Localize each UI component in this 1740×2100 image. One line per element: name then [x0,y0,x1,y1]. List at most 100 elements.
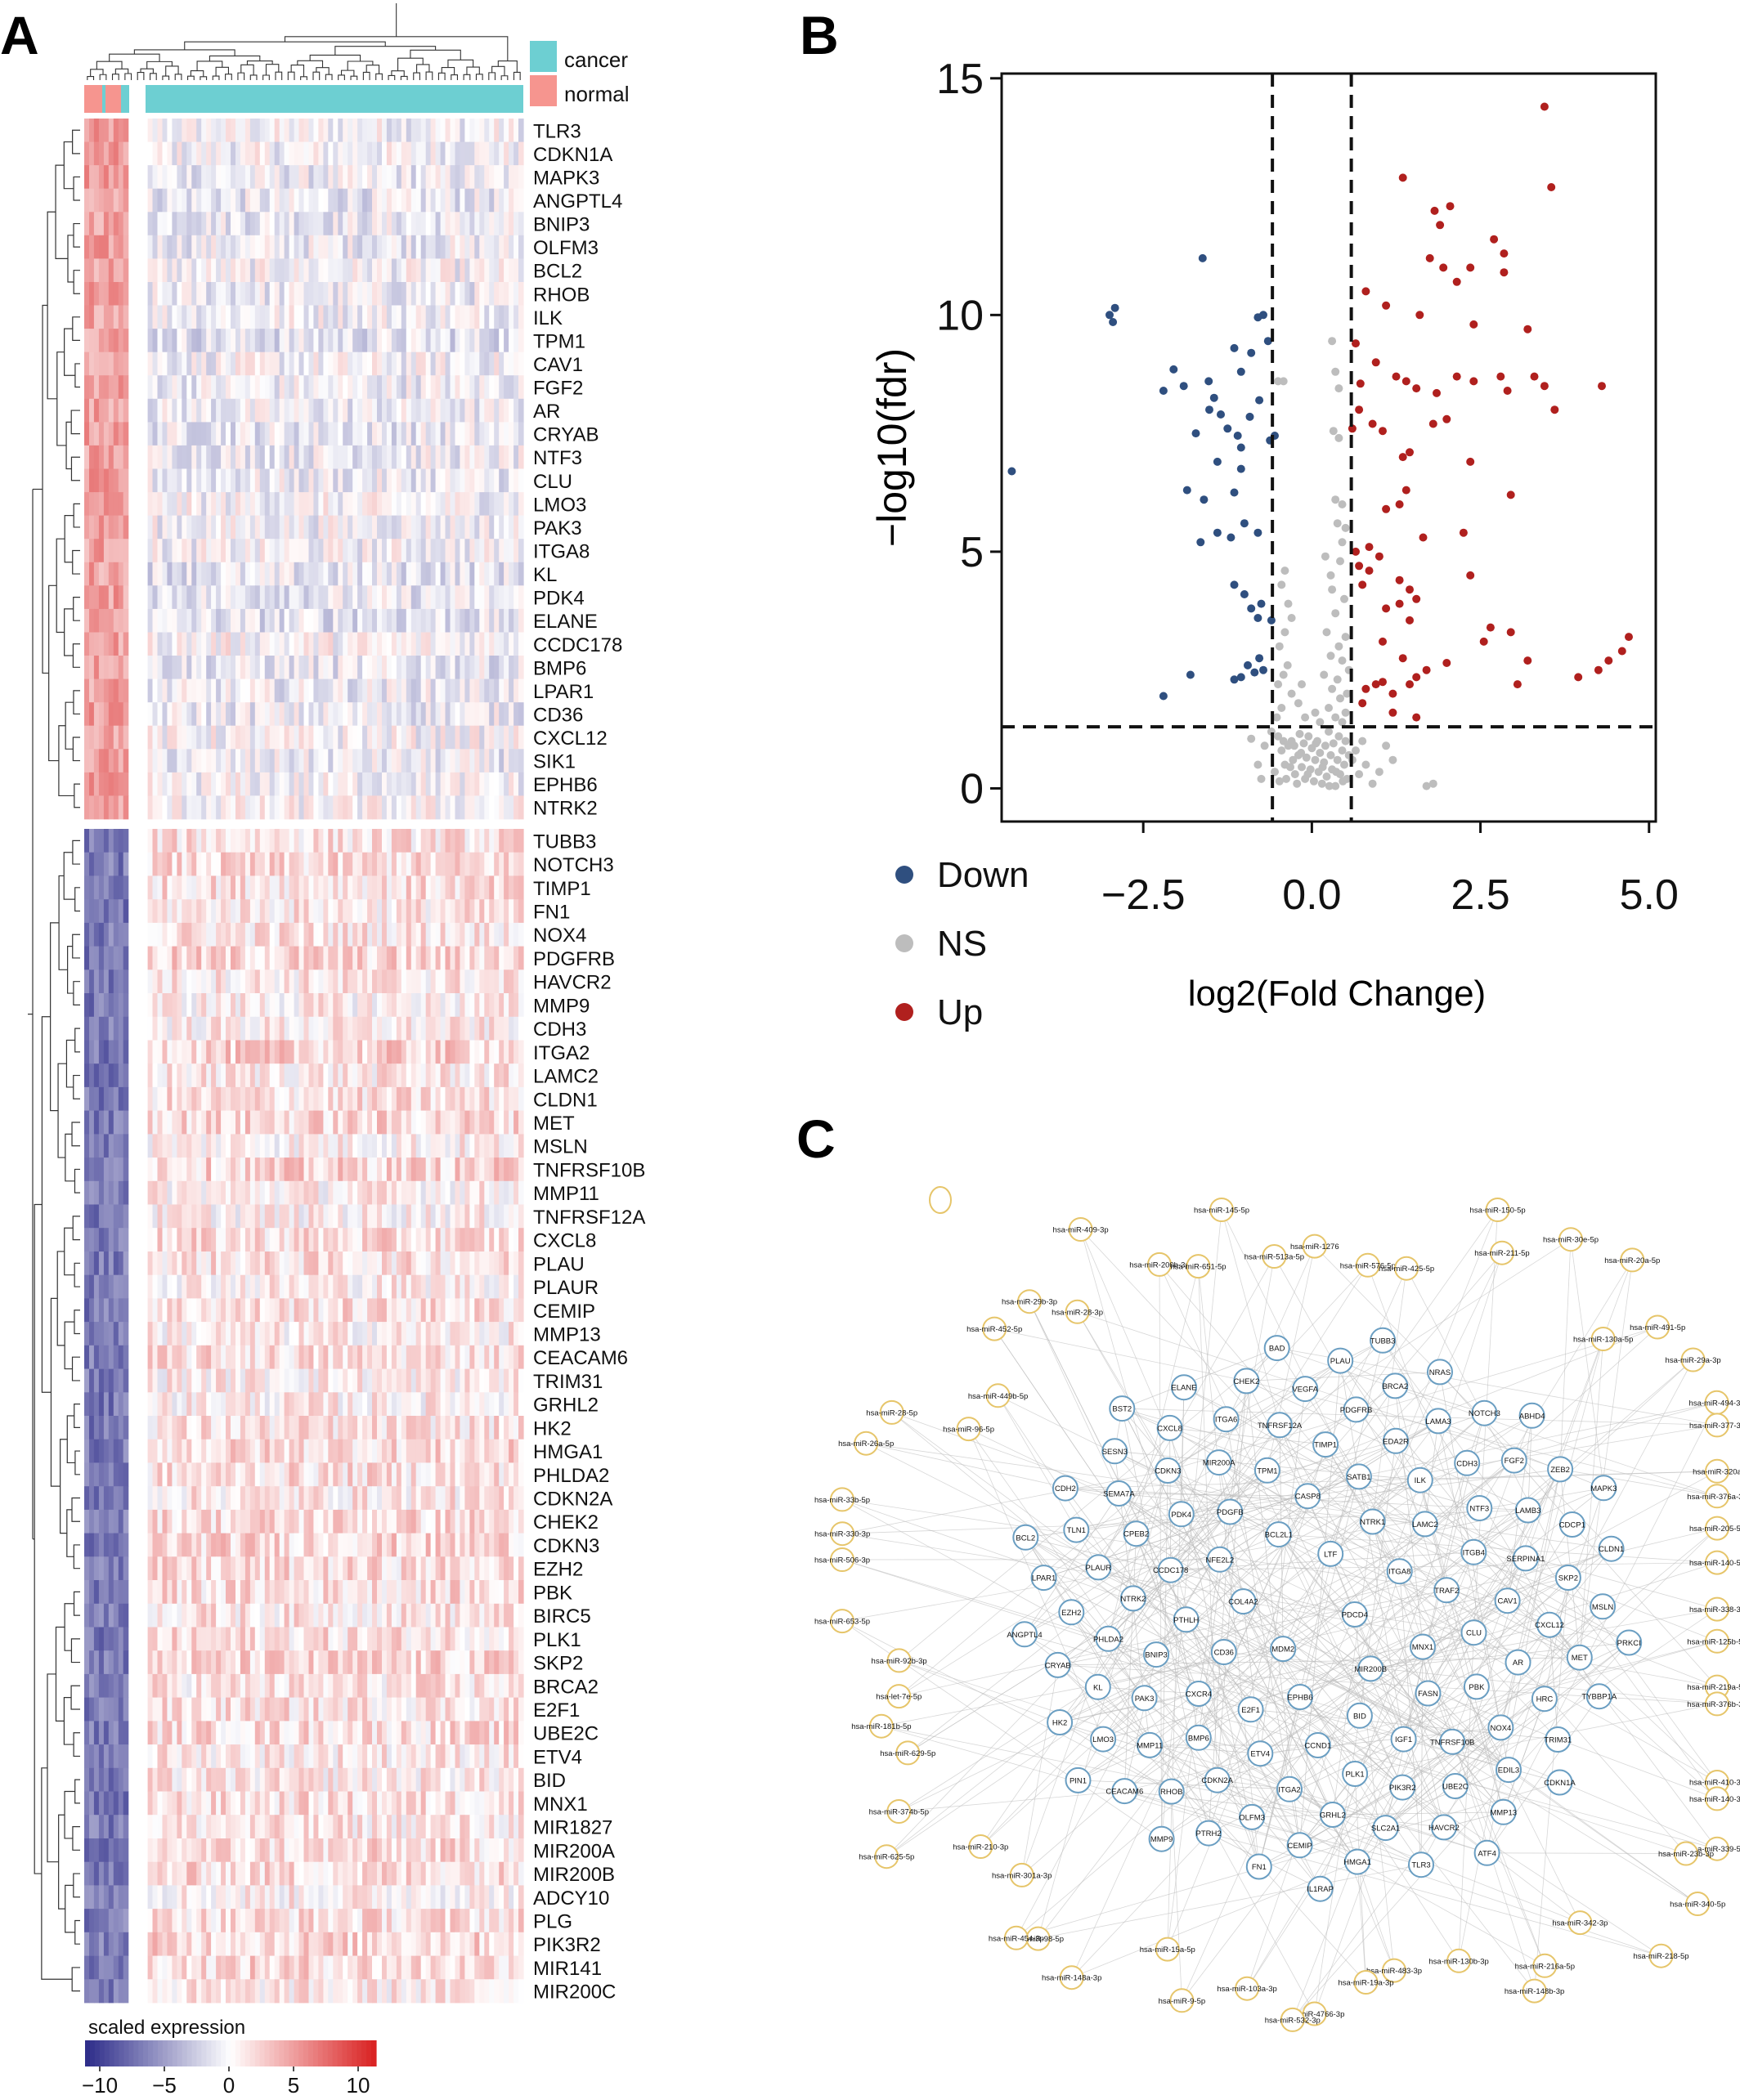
heatmap-cell [167,969,173,994]
heatmap-cell [333,1368,339,1393]
heatmap-cell [147,258,154,283]
heatmap-cell [323,329,329,353]
heatmap-cell [264,468,271,493]
heatmap-cell [221,1180,226,1205]
heatmap-cell [123,1063,129,1088]
heatmap-cell [303,235,310,259]
heatmap-cell [445,632,451,656]
heatmap-cell [244,1392,251,1417]
heatmap-cell [177,969,182,994]
heatmap-cell [484,468,490,493]
heatmap-cell [89,492,95,517]
heatmap-cell [177,1086,182,1111]
heatmap-cell [435,1416,442,1440]
heatmap-cell [464,119,470,142]
heatmap-cell [264,772,271,796]
heatmap-cell [254,678,261,703]
heatmap-cell [415,1204,422,1229]
heatmap-cell [479,946,485,970]
heatmap-cell [415,375,422,400]
heatmap-cell [298,165,305,190]
heatmap-cell [108,119,114,142]
heatmap-cell [410,492,417,517]
heatmap-cell [509,1134,514,1158]
heatmap-cell [494,235,500,259]
heatmap-cell [484,702,490,727]
dendrogram-branch [64,515,74,563]
heatmap-cell [377,492,383,517]
heatmap-cell [377,212,383,236]
heatmap-cell [279,946,285,970]
heatmap-cell [147,1016,154,1041]
heatmap-cell [504,1298,509,1323]
heatmap-cell [152,1416,159,1440]
heatmap-cell [484,305,490,329]
heatmap-cell [93,922,100,947]
heatmap-cell [162,351,168,376]
heatmap-cell [406,235,412,259]
heatmap-cell [182,1416,187,1440]
heatmap-cell [113,725,119,750]
heatmap-cell [425,899,432,924]
heatmap-cell [211,1368,217,1393]
heatmap-cell [420,772,427,796]
heatmap-cell [284,188,290,213]
heatmap-cell [445,1063,451,1088]
heatmap-cell [240,258,246,283]
heatmap-cell [231,795,236,820]
heatmap-cell [410,656,417,679]
heatmap-cell [93,946,100,970]
heatmap-cell [313,539,319,563]
heatmap-cell [98,795,105,820]
heatmap-cell [396,1322,402,1346]
heatmap-cell [391,946,397,970]
heatmap-cell [84,119,90,142]
heatmap-cell [425,468,432,493]
heatmap-cell [240,1157,246,1182]
heatmap-cell [254,235,261,259]
heatmap-cell [162,398,168,423]
heatmap-cell [455,375,461,400]
annotation-cancer [102,85,105,113]
heatmap-cell [279,282,285,306]
heatmap-cell [201,562,207,586]
heatmap-cell [430,632,437,656]
heatmap-cell [186,632,192,656]
heatmap-cell [338,1368,343,1393]
heatmap-cell [201,1040,207,1064]
heatmap-cell [249,946,256,970]
heatmap-cell [479,922,485,947]
heatmap-cell [415,1086,422,1111]
heatmap-cell [420,165,427,190]
heatmap-cell [425,1110,432,1135]
dendrogram-branch [73,270,80,294]
heatmap-cell [372,922,378,947]
heatmap-cell [298,1204,305,1229]
heatmap-cell [172,305,177,329]
heatmap-cell [226,351,231,376]
heatmap-cell [479,1134,485,1158]
heatmap-cell [410,1016,417,1041]
heatmap-cell [191,1228,197,1252]
heatmap-cell [221,398,226,423]
heatmap-cell [318,1368,324,1393]
heatmap-cell [513,1016,519,1041]
heatmap-cell [240,1322,246,1346]
heatmap-cell [123,235,129,259]
heatmap-cell [103,585,110,610]
heatmap-cell [211,329,217,353]
heatmap-cell [269,946,276,970]
heatmap-cell [338,946,343,970]
heatmap-cell [460,922,465,947]
heatmap-cell [362,969,368,994]
heatmap-cell [216,1134,222,1158]
heatmap-cell [420,212,427,236]
heatmap-cell [420,1040,427,1064]
heatmap-cell [84,562,90,586]
heatmap-cell [410,398,417,423]
heatmap-cell [323,422,329,446]
heatmap-cell [479,165,485,190]
heatmap-cell [254,1274,261,1299]
heatmap-cell [182,922,187,947]
heatmap-cell [415,795,422,820]
